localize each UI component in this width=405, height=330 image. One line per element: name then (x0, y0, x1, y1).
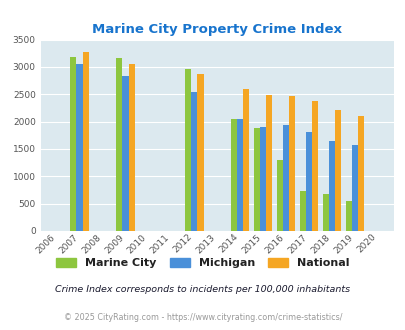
Bar (83, 52, 89, 231)
Text: © 2025 CityRating.com - https://www.cityrating.com/crime-statistics/: © 2025 CityRating.com - https://www.city… (64, 313, 341, 322)
Bar (345, 202, 351, 231)
Bar (253, 128, 259, 231)
Bar (128, 64, 134, 231)
Bar (322, 194, 328, 231)
Legend: Marine City, Michigan, National: Marine City, Michigan, National (52, 253, 353, 273)
Bar (282, 125, 288, 231)
Bar (299, 191, 305, 231)
Bar (70, 57, 76, 231)
Title: Marine City Property Crime Index: Marine City Property Crime Index (92, 23, 341, 36)
Bar (276, 160, 282, 231)
Bar (351, 145, 357, 231)
Bar (288, 96, 294, 231)
Bar (266, 95, 272, 231)
Bar (230, 119, 237, 231)
Bar (197, 74, 203, 231)
Text: Crime Index corresponds to incidents per 100,000 inhabitants: Crime Index corresponds to incidents per… (55, 285, 350, 294)
Bar (259, 127, 266, 231)
Bar (328, 141, 334, 231)
Bar (237, 119, 243, 231)
Bar (334, 110, 340, 231)
Bar (122, 76, 128, 231)
Bar (185, 69, 191, 231)
Bar (191, 92, 197, 231)
Bar (305, 132, 311, 231)
Bar (243, 89, 249, 231)
Bar (357, 115, 363, 231)
Bar (311, 101, 318, 231)
Bar (116, 58, 122, 231)
Bar (76, 64, 83, 231)
